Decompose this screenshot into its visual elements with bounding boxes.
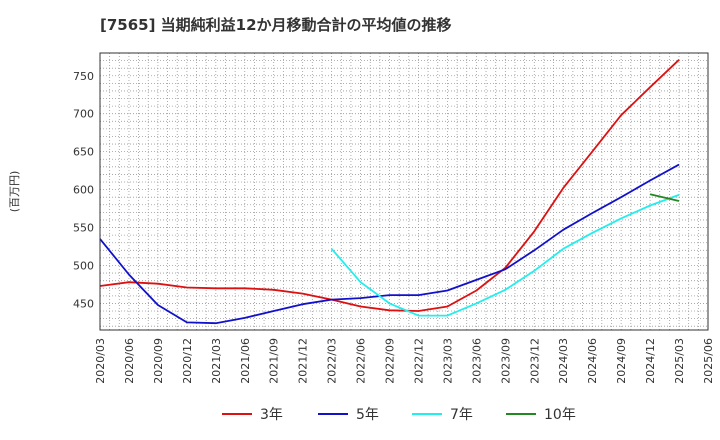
x-tick-label: 2020/03 [94,338,107,384]
x-tick-label: 2023/03 [441,338,454,384]
y-tick-label: 750 [73,70,94,83]
x-tick-label: 2021/12 [297,338,310,384]
x-tick-label: 2022/03 [326,338,339,384]
series-line-2 [99,163,680,325]
x-tick-label: 2020/06 [123,338,136,384]
x-tick-label: 2020/09 [152,338,165,384]
x-tick-label: 2024/12 [644,338,657,384]
x-tick-labels: 2020/03 2020/06 2020/09 2020/12 2021/03 2021/… [94,338,715,384]
legend-label-3: 7年 [450,407,473,423]
y-tick-labels: 450 500 550 600 650 700 750 [73,70,94,311]
y-tick-label: 550 [73,222,94,235]
y-tick-label: 500 [73,259,94,272]
x-tick-label: 2022/06 [355,338,368,384]
x-tick-label: 2020/12 [181,338,194,384]
chart-title: [7565] 当期純利益12か月移動合計の平均値の推移 [100,16,452,34]
x-tick-label: 2023/12 [528,338,541,384]
x-tick-label: 2022/12 [412,338,425,384]
x-tick-label: 2021/09 [268,338,281,384]
y-tick-label: 600 [73,184,94,197]
plot-frame [99,52,709,331]
series-line-3 [330,194,680,317]
x-tick-label: 2025/06 [702,338,715,384]
x-tick-label: 2021/06 [239,338,252,384]
series-line-4 [649,193,680,202]
x-tick-label: 2022/09 [384,338,397,384]
legend-label-4: 10年 [544,407,576,423]
legend: 3年 5年 7年 10年 [222,407,576,423]
legend-label-2: 5年 [356,407,379,423]
x-tick-label: 2024/03 [557,338,570,384]
legend-label-1: 3年 [260,407,283,423]
y-tick-label: 450 [73,297,94,310]
y-tick-label: 700 [73,108,94,121]
series-layer [99,59,680,325]
x-tick-label: 2023/06 [470,338,483,384]
x-tick-label: 2025/03 [673,338,686,384]
y-axis-label: (百万円) [8,171,21,213]
x-tick-label: 2023/09 [499,338,512,384]
series-line-1 [99,59,680,312]
grid-layer [100,53,708,330]
x-tick-label: 2024/06 [586,338,599,384]
y-tick-label: 650 [73,146,94,159]
x-tick-label: 2021/03 [210,338,223,384]
x-tick-label: 2024/09 [615,338,628,384]
